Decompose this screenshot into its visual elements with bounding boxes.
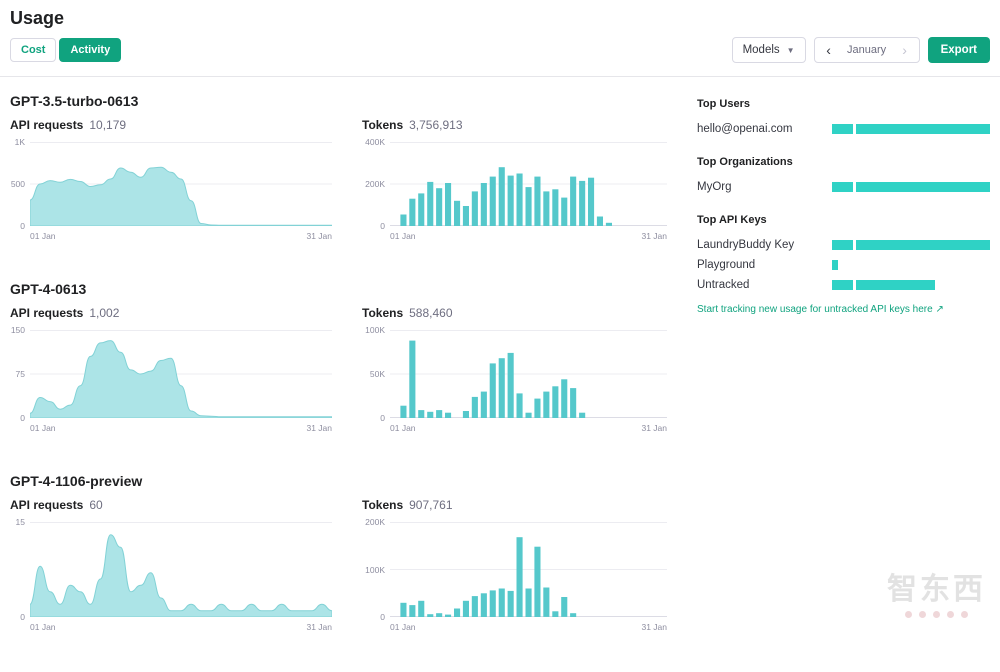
metric-value: 1,002 [89, 306, 120, 320]
month-navigator: ‹ January › [813, 37, 920, 63]
charts-row: API requests 1,002 150 75 0 01 Jan 31 Jan To… [10, 306, 667, 433]
model-title: GPT-4-0613 [10, 281, 87, 297]
charts-row: API requests 10,179 1K 500 0 01 Jan 31 Jan T… [10, 118, 667, 241]
api-requests-chart-block: API requests 60 15 0 01 Jan 31 Jan [10, 498, 332, 632]
model-section-gpt-4: GPT-4-0613 API requests 1,002 150 75 0 01 J… [10, 281, 667, 433]
usage-row-label: MyOrg [697, 181, 732, 193]
metric-value: 588,460 [409, 306, 453, 320]
tokens-bar-chart: 200K 100K 0 01 Jan 31 Jan [365, 517, 667, 632]
api-requests-area-chart: 15 0 01 Jan 31 Jan [15, 517, 332, 632]
api-requests-chart-block: API requests 1,002 150 75 0 01 Jan 31 Jan [10, 306, 332, 433]
chart-head: Tokens 907,761 [362, 498, 667, 512]
models-dropdown[interactable]: Models ▼ [731, 37, 806, 63]
chevron-down-icon: ▼ [786, 45, 795, 55]
metric-label: API requests [10, 118, 84, 132]
charts-column: GPT-3.5-turbo-0613 API requests 10,179 1… [10, 93, 667, 672]
usage-row-label: Playground [697, 259, 756, 271]
metric-label: Tokens [362, 498, 404, 512]
header: Usage Cost Activity Models ▼ ‹ January ›… [0, 0, 1000, 63]
usage-row-label: Untracked [697, 279, 750, 291]
month-label: January [847, 44, 887, 56]
usage-row: Untracked [697, 279, 990, 291]
usage-bar [832, 260, 990, 270]
usage-bar [832, 240, 990, 250]
next-month-button[interactable]: › [896, 41, 914, 59]
tokens-chart-block: Tokens 3,756,913 400K 200K 0 01 Jan 31 Jan [362, 118, 667, 241]
top-organizations-group: Top Organizations MyOrg [697, 156, 990, 193]
top-api-keys-group: Top API Keys LaundryBuddy Key Playground… [697, 214, 990, 317]
model-title: GPT-4-1106-preview [10, 473, 143, 489]
tokens-chart-block: Tokens 907,761 200K 100K 0 01 Jan 31 Jan [362, 498, 667, 632]
api-requests-chart-block: API requests 10,179 1K 500 0 01 Jan 31 Jan [10, 118, 332, 241]
usage-row: Playground [697, 259, 990, 271]
controls-row: Cost Activity Models ▼ ‹ January › Expor… [10, 37, 990, 63]
api-requests-area-chart: 150 75 0 01 Jan 31 Jan [10, 325, 332, 433]
chart-head: API requests 60 [10, 498, 332, 512]
group-title: Top Organizations [697, 156, 793, 168]
chart-head: API requests 10,179 [10, 118, 332, 132]
metric-value: 10,179 [89, 118, 127, 132]
chart-head: Tokens 588,460 [362, 306, 667, 320]
tokens-bar-chart: 400K 200K 0 01 Jan 31 Jan [365, 137, 667, 241]
usage-bar [832, 182, 990, 192]
usage-row: hello@openai.com [697, 123, 990, 135]
tokens-chart-block: Tokens 588,460 100K 50K 0 01 Jan 31 Jan [362, 306, 667, 433]
cost-activity-toggle: Cost Activity [10, 38, 122, 62]
charts-row: API requests 60 15 0 01 Jan 31 Jan Tokens 9… [10, 498, 667, 632]
sidebar: Top Users hello@openai.com Top Organizat… [697, 93, 990, 672]
models-dropdown-label: Models [742, 44, 780, 56]
metric-value: 60 [89, 498, 103, 512]
model-section-gpt-4-1106: GPT-4-1106-preview API requests 60 15 0 01… [10, 473, 667, 632]
group-title: Top Users [697, 98, 750, 110]
group-title: Top API Keys [697, 214, 767, 226]
prev-month-button[interactable]: ‹ [820, 41, 838, 59]
untracked-usage-link[interactable]: Start tracking new usage for untracked A… [697, 304, 944, 315]
metric-label: Tokens [362, 306, 404, 320]
top-users-group: Top Users hello@openai.com [697, 98, 990, 135]
tokens-bar-chart: 100K 50K 0 01 Jan 31 Jan [365, 325, 667, 433]
tab-cost[interactable]: Cost [10, 38, 57, 62]
page-title: Usage [10, 8, 65, 28]
model-title: GPT-3.5-turbo-0613 [10, 93, 139, 109]
metric-label: API requests [10, 306, 84, 320]
usage-row-label: hello@openai.com [697, 123, 793, 135]
main-content: GPT-3.5-turbo-0613 API requests 10,179 1… [0, 77, 1000, 672]
usage-bar [832, 124, 990, 134]
metric-label: API requests [10, 498, 84, 512]
chart-head: API requests 1,002 [10, 306, 332, 320]
tab-activity[interactable]: Activity [59, 38, 122, 62]
metric-label: Tokens [362, 118, 404, 132]
header-divider [0, 76, 1000, 77]
chart-head: Tokens 3,756,913 [362, 118, 667, 132]
metric-value: 3,756,913 [409, 118, 463, 132]
model-section-gpt-3-5-turbo: GPT-3.5-turbo-0613 API requests 10,179 1… [10, 93, 667, 241]
api-requests-area-chart: 1K 500 0 01 Jan 31 Jan [10, 137, 332, 241]
usage-row-label: LaundryBuddy Key [697, 239, 795, 251]
export-button[interactable]: Export [927, 37, 990, 63]
right-controls: Models ▼ ‹ January › Export [731, 37, 990, 63]
usage-bar [832, 280, 990, 290]
usage-row: MyOrg [697, 181, 990, 193]
usage-row: LaundryBuddy Key [697, 239, 990, 251]
metric-value: 907,761 [409, 498, 453, 512]
